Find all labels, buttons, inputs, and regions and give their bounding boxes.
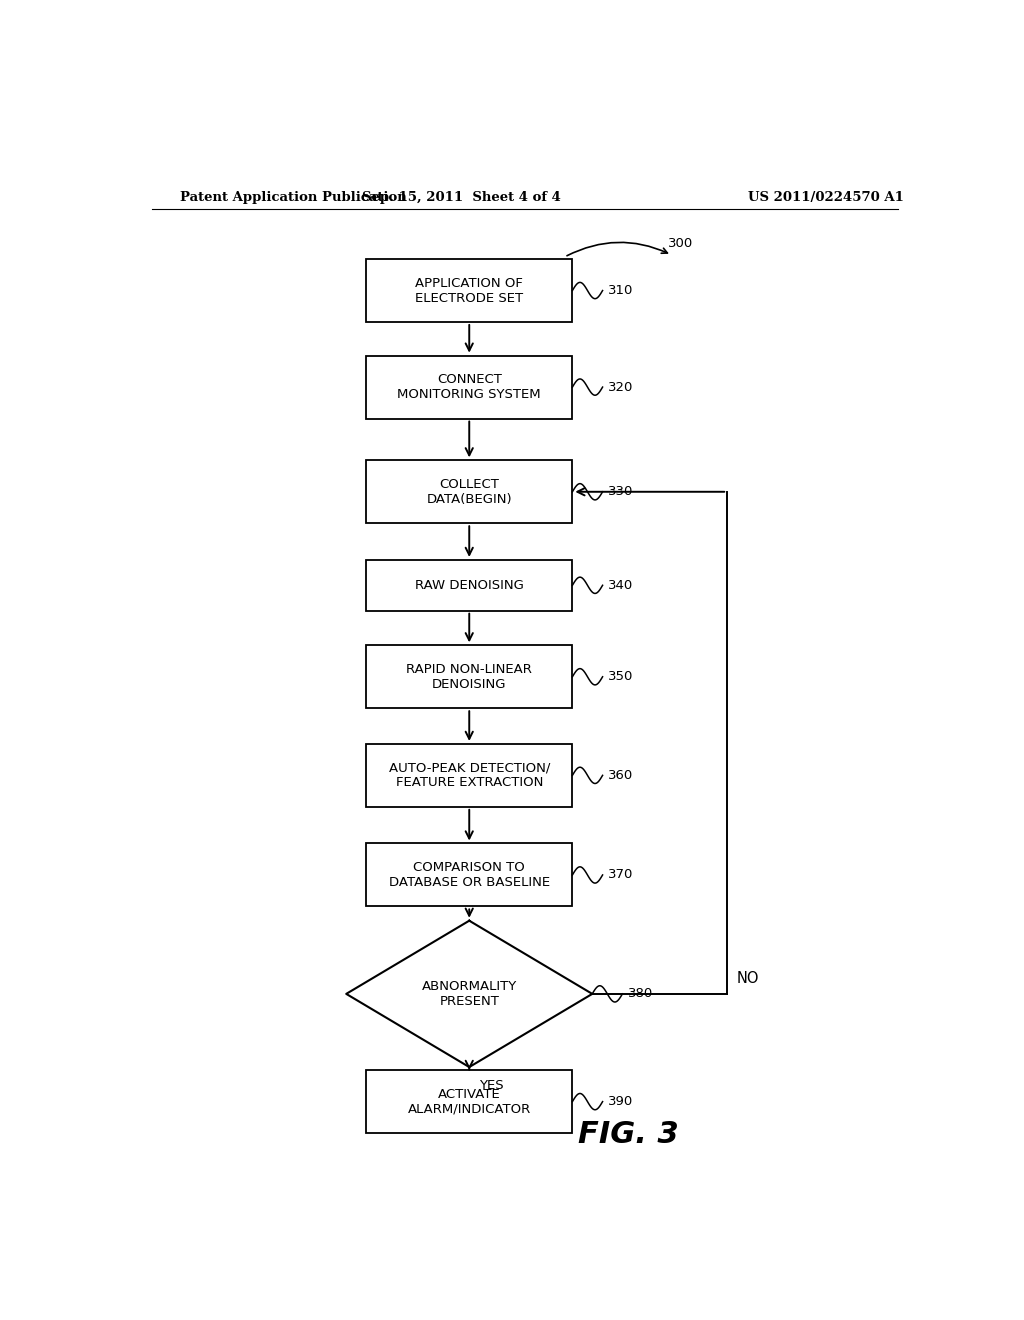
Text: RAPID NON-LINEAR
DENOISING: RAPID NON-LINEAR DENOISING [407,663,532,690]
Text: APPLICATION OF
ELECTRODE SET: APPLICATION OF ELECTRODE SET [415,276,523,305]
FancyBboxPatch shape [367,461,572,523]
Text: US 2011/0224570 A1: US 2011/0224570 A1 [749,190,904,203]
Text: 350: 350 [608,671,634,684]
Text: ACTIVATE
ALARM/INDICATOR: ACTIVATE ALARM/INDICATOR [408,1088,530,1115]
Text: NO: NO [736,970,759,986]
Text: 360: 360 [608,768,634,781]
FancyBboxPatch shape [367,843,572,907]
Text: 390: 390 [608,1096,634,1107]
Text: 330: 330 [608,486,634,498]
Text: 320: 320 [608,380,634,393]
Text: FIG. 3: FIG. 3 [578,1119,678,1148]
FancyBboxPatch shape [367,1071,572,1133]
Text: 310: 310 [608,284,634,297]
FancyBboxPatch shape [367,355,572,418]
Text: 380: 380 [628,987,653,1001]
Text: COMPARISON TO
DATABASE OR BASELINE: COMPARISON TO DATABASE OR BASELINE [389,861,550,888]
FancyBboxPatch shape [367,560,572,611]
Text: Sep. 15, 2011  Sheet 4 of 4: Sep. 15, 2011 Sheet 4 of 4 [361,190,561,203]
Text: 370: 370 [608,869,634,882]
Text: COLLECT
DATA(BEGIN): COLLECT DATA(BEGIN) [426,478,512,506]
Text: YES: YES [479,1080,504,1092]
Text: ABNORMALITY
PRESENT: ABNORMALITY PRESENT [422,979,517,1008]
FancyBboxPatch shape [367,645,572,709]
Text: CONNECT
MONITORING SYSTEM: CONNECT MONITORING SYSTEM [397,374,541,401]
Text: 300: 300 [668,236,693,249]
FancyBboxPatch shape [367,259,572,322]
Text: Patent Application Publication: Patent Application Publication [179,190,407,203]
Text: RAW DENOISING: RAW DENOISING [415,578,523,591]
FancyBboxPatch shape [367,744,572,807]
Text: AUTO-PEAK DETECTION/
FEATURE EXTRACTION: AUTO-PEAK DETECTION/ FEATURE EXTRACTION [388,762,550,789]
Text: 340: 340 [608,578,634,591]
